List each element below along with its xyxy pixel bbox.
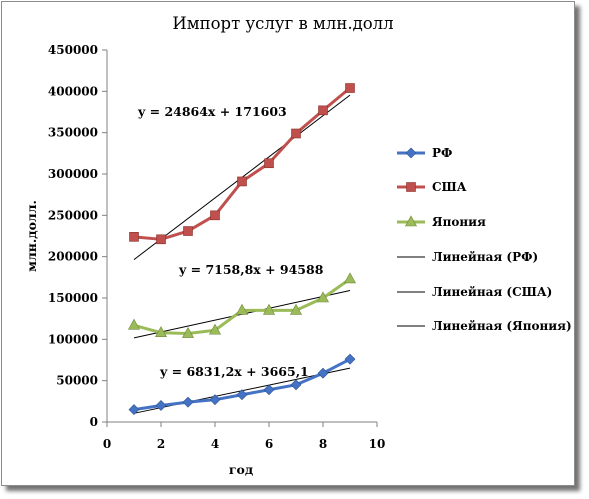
data-point — [264, 158, 274, 169]
data-point — [344, 353, 356, 365]
legend-label: Линейная (Япония) — [432, 319, 572, 333]
legend-label: Япония — [432, 215, 486, 229]
series-0 — [128, 353, 356, 416]
data-point — [291, 128, 301, 139]
data-point — [183, 226, 193, 236]
y-axis-label: млн.долл. — [24, 200, 39, 272]
legend-label: США — [432, 180, 467, 194]
x-axis-label: год — [229, 462, 253, 477]
trendline-equation: y = 24864x + 171603 — [137, 104, 287, 119]
data-point — [156, 234, 166, 245]
chart-frame — [1, 1, 575, 486]
data-point — [237, 176, 247, 187]
legend: РФ США Япония Линейная (РФ) Линейная (США) Ли… — [397, 146, 572, 333]
data-point — [208, 323, 222, 335]
data-point — [181, 326, 195, 338]
legend-label: Линейная (РФ) — [432, 250, 538, 264]
legend-label: РФ — [432, 146, 452, 160]
data-point — [182, 396, 194, 408]
series-1 — [129, 83, 355, 245]
data-point — [343, 272, 357, 284]
data-point — [316, 291, 330, 303]
y-tick-label: 100000 — [48, 332, 98, 346]
legend-marker — [405, 147, 417, 159]
y-tick-label: 300000 — [48, 167, 98, 181]
y-tick-label: 200000 — [48, 250, 98, 264]
data-point — [155, 400, 167, 411]
data-point — [345, 83, 355, 93]
legend-label: Линейная (США) — [432, 285, 552, 299]
y-tick-label: 350000 — [48, 126, 98, 140]
series-2 — [127, 272, 357, 338]
y-tick-label: 150000 — [48, 291, 98, 305]
data-point — [235, 303, 249, 315]
legend-marker — [404, 215, 418, 227]
axes: 0 50000 100000 150000 200000 250000 300000 3500… — [48, 43, 385, 451]
y-tick-label: 250000 — [48, 208, 98, 222]
y-tick-label: 450000 — [48, 43, 98, 57]
data-point — [263, 384, 275, 396]
trendline-equation: y = 7158,8x + 94588 — [178, 262, 324, 277]
data-point — [154, 326, 168, 338]
x-tick-label: 0 — [103, 437, 111, 451]
data-point — [129, 232, 139, 242]
x-tick-label: 4 — [211, 437, 219, 451]
x-tick-label: 6 — [265, 437, 273, 451]
trendline-equations: y = 6831,2x + 3665,1 y = 24864x + 171603 y… — [137, 104, 324, 379]
data-point — [127, 318, 141, 330]
data-point — [290, 379, 302, 391]
y-tick-label: 0 — [90, 415, 98, 429]
chart-title: Импорт услуг в млн.долл — [172, 14, 393, 33]
series-group — [127, 83, 357, 416]
data-point — [128, 404, 140, 416]
x-tick-label: 10 — [369, 437, 386, 451]
y-tick-label: 400000 — [48, 84, 98, 98]
data-point — [210, 210, 220, 221]
data-point — [289, 303, 303, 315]
x-tick-label: 8 — [319, 437, 327, 451]
y-tick-label: 50000 — [56, 374, 98, 388]
data-point — [262, 303, 276, 315]
data-point — [317, 367, 329, 379]
trendline-equation: y = 6831,2x + 3665,1 — [159, 364, 309, 379]
legend-marker — [406, 182, 416, 192]
data-point — [236, 389, 248, 401]
data-point — [209, 394, 221, 406]
x-tick-label: 2 — [157, 437, 165, 451]
data-point — [318, 105, 328, 116]
